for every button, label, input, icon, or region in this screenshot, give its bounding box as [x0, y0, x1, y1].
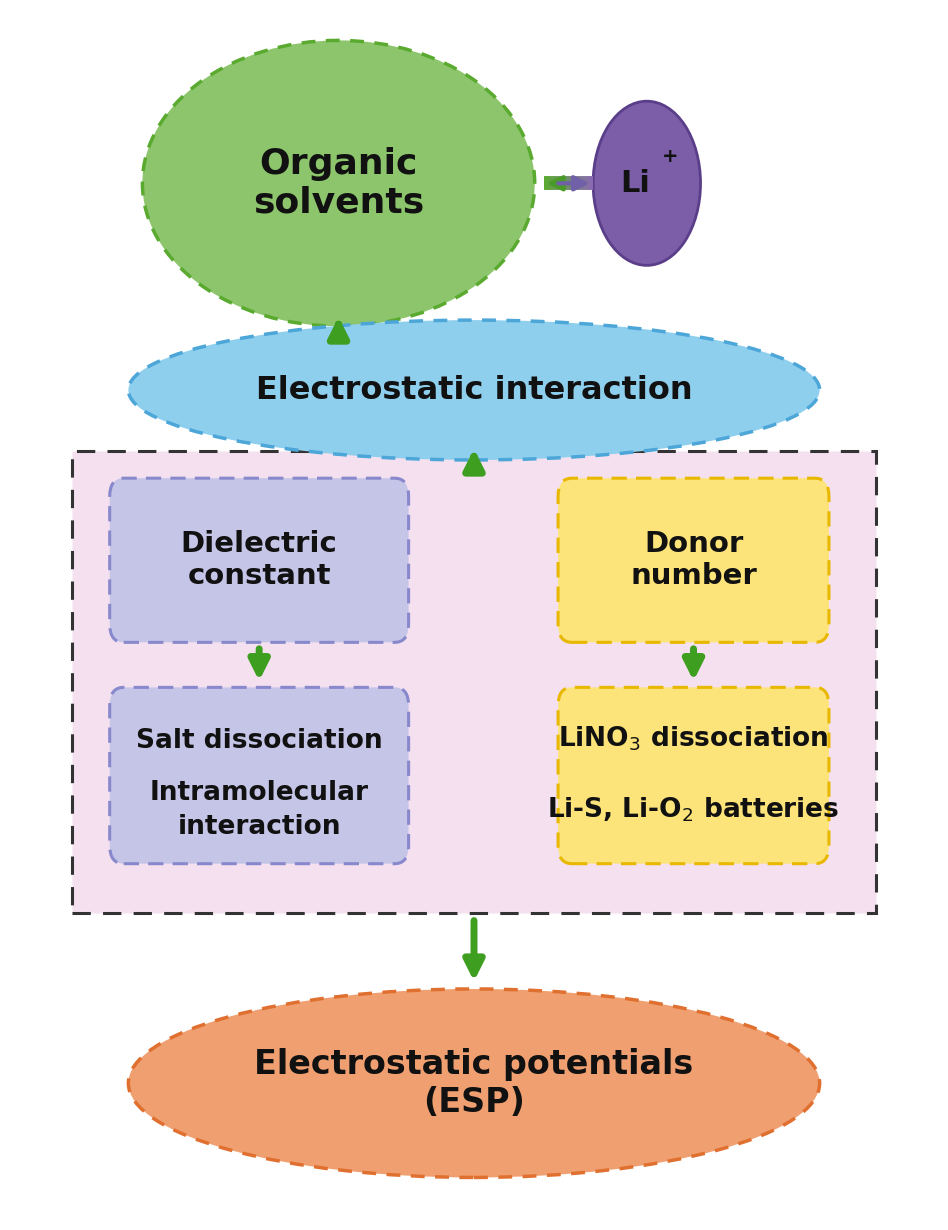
Ellipse shape [142, 41, 535, 326]
FancyBboxPatch shape [110, 688, 409, 863]
Text: Intramolecular
interaction: Intramolecular interaction [150, 780, 369, 840]
Ellipse shape [593, 101, 701, 266]
Text: Electrostatic interaction: Electrostatic interaction [256, 374, 692, 406]
Text: Dielectric
constant: Dielectric constant [181, 530, 337, 590]
FancyBboxPatch shape [558, 478, 829, 642]
FancyBboxPatch shape [558, 688, 829, 863]
Text: Organic
solvents: Organic solvents [253, 146, 424, 220]
Ellipse shape [128, 989, 820, 1177]
FancyBboxPatch shape [72, 451, 876, 913]
Text: Li-S, Li-O$_2$ batteries: Li-S, Li-O$_2$ batteries [547, 796, 840, 824]
Ellipse shape [128, 320, 820, 460]
Text: LiNO$_3$ dissociation: LiNO$_3$ dissociation [558, 724, 829, 753]
Text: Electrostatic potentials
(ESP): Electrostatic potentials (ESP) [254, 1048, 694, 1119]
Text: +: + [662, 148, 679, 166]
Text: Li: Li [621, 169, 650, 198]
FancyBboxPatch shape [110, 478, 409, 642]
Text: Salt dissociation: Salt dissociation [136, 728, 382, 754]
Text: Donor
number: Donor number [630, 530, 757, 590]
